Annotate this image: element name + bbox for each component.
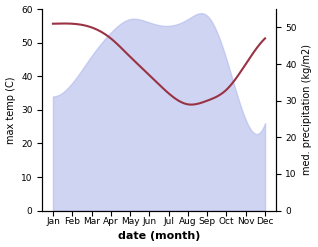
Y-axis label: med. precipitation (kg/m2): med. precipitation (kg/m2) (302, 44, 313, 175)
Y-axis label: max temp (C): max temp (C) (5, 76, 16, 144)
X-axis label: date (month): date (month) (118, 231, 200, 242)
